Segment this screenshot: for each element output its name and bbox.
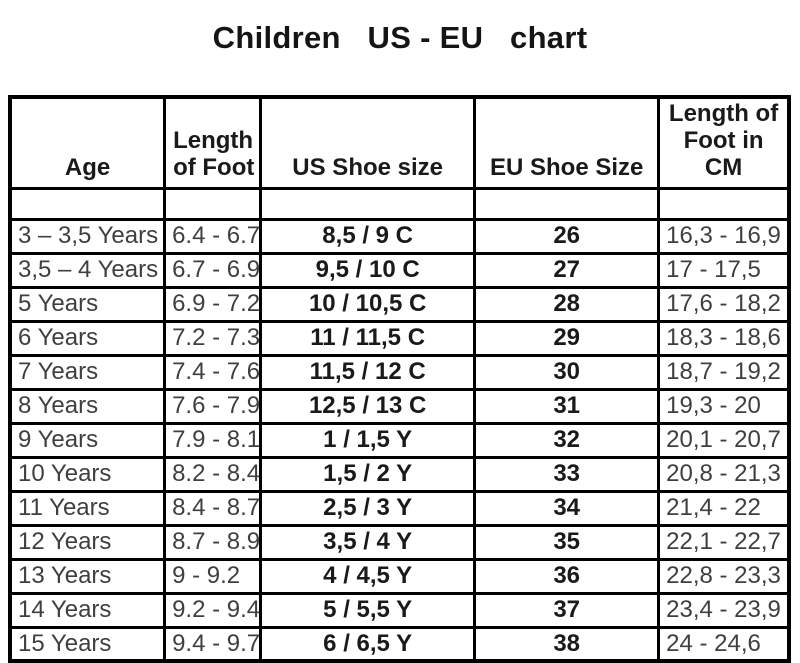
- cell-length-of-foot-cm: 24 - 24,6: [657, 625, 791, 663]
- cell-us-shoe-size: 11,5 / 12 C: [259, 353, 477, 391]
- table-row: 6 Years 7.2 - 7.3 11 / 11,5 C 29 18,3 - 18,6: [8, 319, 791, 357]
- cell-length-of-foot: 6.9 - 7.2: [163, 285, 263, 323]
- cell-length-of-foot: 7.6 - 7.9: [163, 387, 263, 425]
- table-row: 3,5 – 4 Years 6.7 - 6.9 9,5 / 10 C 27 17 - 1…: [8, 251, 791, 289]
- cell-age: 13 Years: [8, 557, 167, 595]
- cell-eu-shoe-size: 36: [473, 557, 661, 595]
- cell-us-shoe-size: 10 / 10,5 C: [259, 285, 477, 323]
- cell-eu-shoe-size: 26: [473, 217, 661, 255]
- cell-age: 15 Years: [8, 625, 167, 663]
- column-header-age: Age: [8, 95, 167, 190]
- cell-eu-shoe-size: 32: [473, 421, 661, 459]
- cell-length-of-foot-cm: 20,1 - 20,7: [657, 421, 791, 459]
- column-header-eu-shoe-size: EU Shoe Size: [473, 95, 661, 190]
- cell-eu-shoe-size: 34: [473, 489, 661, 527]
- cell-age: 11 Years: [8, 489, 167, 527]
- cell-age: 5 Years: [8, 285, 167, 323]
- cell-length-of-foot-cm: 22,8 - 23,3: [657, 557, 791, 595]
- cell-length-of-foot-cm: 22,1 - 22,7: [657, 523, 791, 561]
- cell-age: 6 Years: [8, 319, 167, 357]
- table-row: 5 Years 6.9 - 7.2 10 / 10,5 C 28 17,6 - 18,2: [8, 285, 791, 323]
- cell-age: 3 – 3,5 Years: [8, 217, 167, 255]
- cell-length-of-foot: 8.2 - 8.4: [163, 455, 263, 493]
- cell-length-of-foot-cm: 21,4 - 22: [657, 489, 791, 527]
- cell-eu-shoe-size: 35: [473, 523, 661, 561]
- cell-us-shoe-size: 2,5 / 3 Y: [259, 489, 477, 527]
- header-row: Age Length of Foot US Shoe size EU Shoe Siz…: [8, 95, 791, 190]
- cell-us-shoe-size: 12,5 / 13 C: [259, 387, 477, 425]
- cell-length-of-foot: 8.7 - 8.9: [163, 523, 263, 561]
- cell-length-of-foot: 8.4 - 8.7: [163, 489, 263, 527]
- cell-us-shoe-size: 3,5 / 4 Y: [259, 523, 477, 561]
- cell-length-of-foot: 6.4 - 6.7: [163, 217, 263, 255]
- cell-us-shoe-size: 8,5 / 9 C: [259, 217, 477, 255]
- spacer-cell: [259, 186, 477, 221]
- table-row: 9 Years 7.9 - 8.1 1 / 1,5 Y 32 20,1 - 20,7: [8, 421, 791, 459]
- cell-age: 9 Years: [8, 421, 167, 459]
- cell-age: 7 Years: [8, 353, 167, 391]
- cell-length-of-foot-cm: 16,3 - 16,9: [657, 217, 791, 255]
- cell-length-of-foot: 9 - 9.2: [163, 557, 263, 595]
- cell-eu-shoe-size: 38: [473, 625, 661, 663]
- cell-age: 3,5 – 4 Years: [8, 251, 167, 289]
- cell-us-shoe-size: 11 / 11,5 C: [259, 319, 477, 357]
- cell-length-of-foot: 9.4 - 9.7: [163, 625, 263, 663]
- cell-length-of-foot-cm: 20,8 - 21,3: [657, 455, 791, 493]
- cell-length-of-foot-cm: 23,4 - 23,9: [657, 591, 791, 629]
- cell-age: 12 Years: [8, 523, 167, 561]
- page-title: Children US - EU chart: [212, 20, 588, 55]
- spacer-cell: [473, 186, 661, 221]
- cell-length-of-foot-cm: 17,6 - 18,2: [657, 285, 791, 323]
- cell-eu-shoe-size: 31: [473, 387, 661, 425]
- cell-length-of-foot: 7.4 - 7.6: [163, 353, 263, 391]
- table-row: 15 Years 9.4 - 9.7 6 / 6,5 Y 38 24 - 24,6: [8, 625, 791, 663]
- cell-length-of-foot: 7.9 - 8.1: [163, 421, 263, 459]
- spacer-cell: [657, 186, 791, 221]
- spacer-row: [8, 186, 791, 221]
- table-row: 7 Years 7.4 - 7.6 11,5 / 12 C 30 18,7 - 19,2: [8, 353, 791, 391]
- cell-eu-shoe-size: 30: [473, 353, 661, 391]
- cell-length-of-foot: 7.2 - 7.3: [163, 319, 263, 357]
- cell-eu-shoe-size: 29: [473, 319, 661, 357]
- cell-length-of-foot-cm: 18,7 - 19,2: [657, 353, 791, 391]
- table-row: 10 Years 8.2 - 8.4 1,5 / 2 Y 33 20,8 - 21,3: [8, 455, 791, 493]
- cell-length-of-foot-cm: 17 - 17,5: [657, 251, 791, 289]
- cell-age: 8 Years: [8, 387, 167, 425]
- cell-eu-shoe-size: 28: [473, 285, 661, 323]
- column-header-length-of-foot: Length of Foot: [163, 95, 263, 190]
- table-row: 11 Years 8.4 - 8.7 2,5 / 3 Y 34 21,4 - 22: [8, 489, 791, 527]
- table-row: 3 – 3,5 Years 6.4 - 6.7 8,5 / 9 C 26 16,3 - …: [8, 217, 791, 255]
- cell-length-of-foot: 6.7 - 6.9: [163, 251, 263, 289]
- spacer-cell: [163, 186, 263, 221]
- table-row: 14 Years 9.2 - 9.4 5 / 5,5 Y 37 23,4 - 23,9: [8, 591, 791, 629]
- cell-us-shoe-size: 4 / 4,5 Y: [259, 557, 477, 595]
- table-row: 13 Years 9 - 9.2 4 / 4,5 Y 36 22,8 - 23,3: [8, 557, 791, 595]
- cell-length-of-foot-cm: 19,3 - 20: [657, 387, 791, 425]
- cell-us-shoe-size: 1 / 1,5 Y: [259, 421, 477, 459]
- table-row: 12 Years 8.7 - 8.9 3,5 / 4 Y 35 22,1 - 22,7: [8, 523, 791, 561]
- cell-eu-shoe-size: 37: [473, 591, 661, 629]
- cell-length-of-foot: 9.2 - 9.4: [163, 591, 263, 629]
- cell-us-shoe-size: 5 / 5,5 Y: [259, 591, 477, 629]
- cell-eu-shoe-size: 33: [473, 455, 661, 493]
- cell-us-shoe-size: 9,5 / 10 C: [259, 251, 477, 289]
- cell-eu-shoe-size: 27: [473, 251, 661, 289]
- cell-us-shoe-size: 1,5 / 2 Y: [259, 455, 477, 493]
- cell-age: 10 Years: [8, 455, 167, 493]
- size-chart-table: Age Length of Foot US Shoe size EU Shoe Siz…: [8, 95, 791, 663]
- cell-us-shoe-size: 6 / 6,5 Y: [259, 625, 477, 663]
- cell-age: 14 Years: [8, 591, 167, 629]
- spacer-cell: [8, 186, 167, 221]
- column-header-us-shoe-size: US Shoe size: [259, 95, 477, 190]
- column-header-length-of-foot-cm: Length of Foot in CM: [657, 95, 791, 190]
- cell-length-of-foot-cm: 18,3 - 18,6: [657, 319, 791, 357]
- table-row: 8 Years 7.6 - 7.9 12,5 / 13 C 31 19,3 - 20: [8, 387, 791, 425]
